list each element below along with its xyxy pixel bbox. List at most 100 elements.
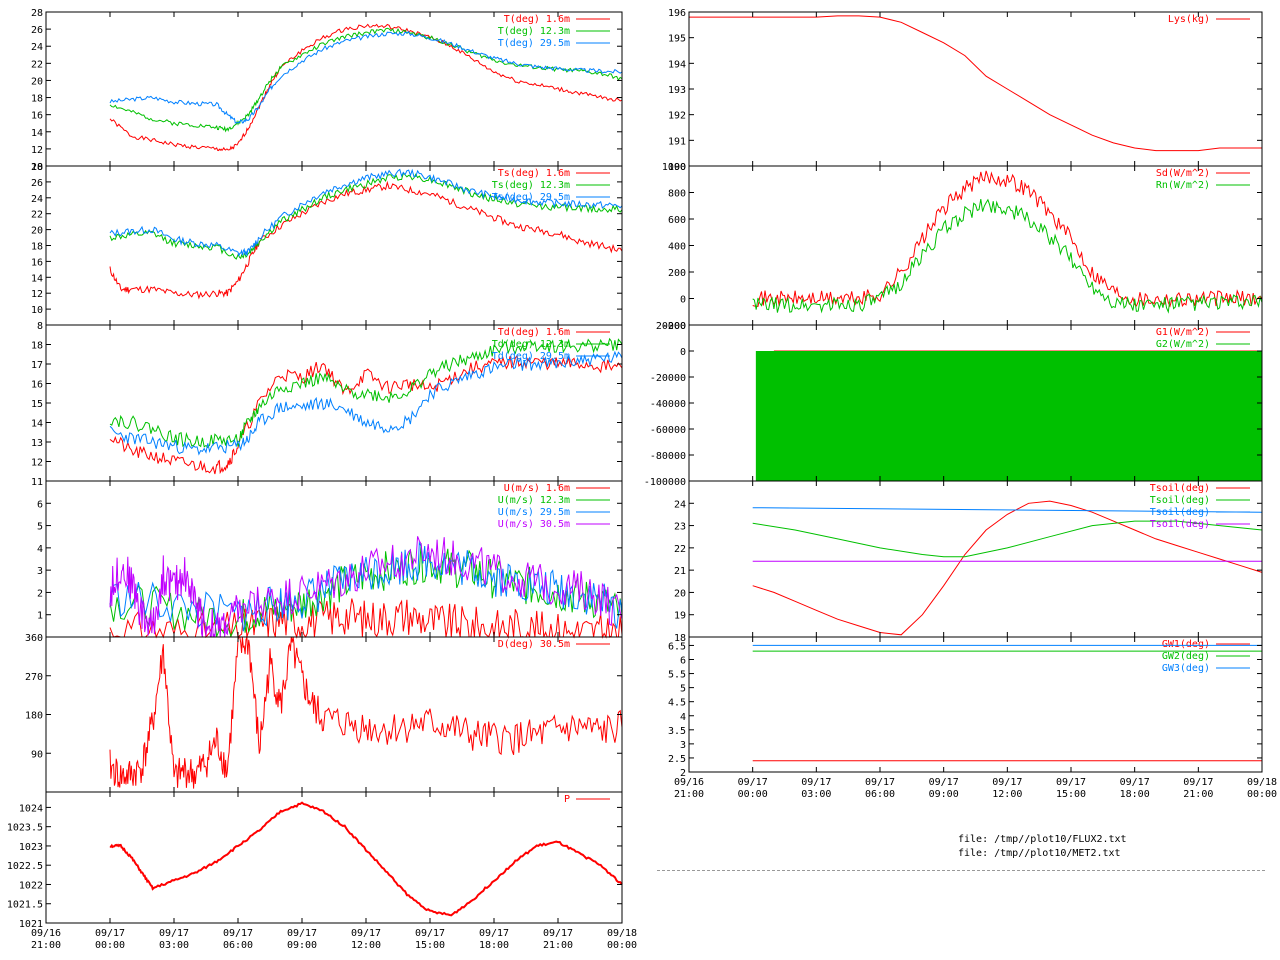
xlabel-time-P-5: 12:00 [351,940,381,951]
ylabel-T-8: 26 [31,25,43,36]
ylabel-U-1: 2 [37,588,43,599]
xlabel-date-P-9: 09/18 [607,928,637,939]
ylabel-Lys-4: 194 [668,59,686,70]
xlabel-time-P-2: 03:00 [159,940,189,951]
ylabel-Ts-1: 10 [31,305,43,316]
ylabel-Sd-2: 200 [668,268,686,279]
ylabel-Tsoil-0: 18 [674,633,686,644]
legend-P-0: P [564,794,570,805]
legend-GW-0: GW1(deg) [1162,639,1210,650]
ylabel-GW-5: 4.5 [668,698,686,709]
ylabel-GW-9: 6.5 [668,641,686,652]
xlabel-date-P-0: 09/16 [31,928,61,939]
xlabel-time-GW-3: 06:00 [865,789,895,800]
ylabel-Lys-0: 190 [668,162,686,173]
ylabel-Tsoil-4: 22 [674,544,686,555]
ylabel-T-3: 16 [31,111,43,122]
legend-U-2: U(m/s) 29.5m [498,507,570,518]
ylabel-T-4: 18 [31,94,43,105]
ylabel-GW-8: 6 [680,656,686,667]
xlabel-date-P-8: 09/17 [543,928,573,939]
ylabel-T-2: 14 [31,128,43,139]
xlabel-date-GW-4: 09/17 [929,777,959,788]
ylabel-U-5: 6 [37,499,43,510]
series-D-0 [109,636,623,789]
xlabel-time-GW-0: 21:00 [674,789,704,800]
ylabel-G-2: -60000 [650,425,686,436]
legend-Ts-1: Ts(deg) 12.3m [492,180,570,191]
ylabel-P-4: 1023 [19,842,43,853]
series-Td-2 [109,350,623,456]
legend-Tsoil-0: Tsoil(deg) [1150,483,1210,494]
legend-G-0: G1(W/m^2) [1156,327,1210,338]
ylabel-Ts-4: 16 [31,257,43,268]
xlabel-date-GW-7: 09/17 [1120,777,1150,788]
xlabel-date-P-6: 09/17 [415,928,445,939]
legend-U-1: U(m/s) 12.3m [498,495,570,506]
xlabel-time-GW-6: 15:00 [1056,789,1086,800]
ylabel-Lys-6: 196 [668,8,686,19]
series-P-0 [109,801,623,917]
panel-T: T(deg) 1.6mT(deg) 12.3mT(deg) 29.5m 10 12 1… [31,8,623,173]
ylabel-T-7: 24 [31,42,43,53]
ylabel-G-1: -80000 [650,451,686,462]
xlabel-time-P-4: 09:00 [287,940,317,951]
xlabel-time-GW-9: 00:00 [1247,789,1277,800]
ylabel-Sd-4: 600 [668,215,686,226]
ylabel-Td-3: 14 [31,419,43,430]
ylabel-Td-0: 11 [31,477,43,488]
frame-GW [688,636,1263,773]
legend-T-0: T(deg) 1.6m [504,14,570,25]
panel-P: P 1021 1021.5 1022 1022.5 1023 1023.5 1024 09/16… [7,791,637,951]
ylabel-G-4: -20000 [650,373,686,384]
ylabel-Lys-1: 191 [668,136,686,147]
ylabel-Lys-3: 193 [668,85,686,96]
ylabel-D-2: 270 [25,672,43,683]
ylabel-P-2: 1022 [19,880,43,891]
xlabel-time-P-6: 15:00 [415,940,445,951]
series-Tsoil-0 [752,500,1263,636]
ylabel-U-3: 4 [37,544,43,555]
ylabel-Td-6: 17 [31,360,43,371]
panel-Tsoil: Tsoil(deg)Tsoil(deg)Tsoil(deg)Tsoil(deg)… [674,480,1263,644]
frame-Lys [688,11,1263,167]
series-Lys-0 [689,15,1262,152]
ylabel-P-1: 1021.5 [7,900,43,911]
series-T-1 [109,27,623,133]
ylabel-Sd-1: 0 [680,295,686,306]
xlabel-time-P-3: 06:00 [223,940,253,951]
ylabel-Lys-5: 195 [668,34,686,45]
xlabel-date-GW-5: 09/17 [992,777,1022,788]
panel-GW: GW1(deg)GW2(deg)GW3(deg) 2 2.5 3 3.5 4 4.5 5 5.5… [668,636,1277,800]
legend-D-0: D(deg) 30.5m [498,639,570,650]
panel-Lys: Lys(kg) 190 191 192 193 194 195 196 [668,8,1263,173]
xlabel-time-GW-7: 18:00 [1120,789,1150,800]
legend-GW-1: GW2(deg) [1162,651,1210,662]
ylabel-T-5: 20 [31,76,43,87]
ylabel-Sd-6: 1000 [662,162,686,173]
ylabel-P-6: 1024 [19,803,43,814]
xlabel-date-P-7: 09/17 [479,928,509,939]
ylabel-Td-1: 12 [31,458,43,469]
xlabel-date-P-2: 09/17 [159,928,189,939]
ylabel-T-0: 10 [31,162,43,173]
ylabel-Ts-8: 24 [31,194,43,205]
xlabel-date-GW-3: 09/17 [865,777,895,788]
xlabel-time-P-8: 21:00 [543,940,573,951]
ylabel-Ts-7: 22 [31,210,43,221]
ylabel-Ts-10: 28 [31,162,43,173]
file-list: file: /tmp//plot10/FLUX2.txt file: /tmp/… [958,833,1127,861]
ylabel-T-6: 22 [31,59,43,70]
xlabel-date-GW-0: 09/16 [674,777,704,788]
xlabel-date-P-1: 09/17 [95,928,125,939]
ylabel-Ts-3: 14 [31,273,43,284]
legend-Ts-0: Ts(deg) 1.6m [498,168,570,179]
legend-GW-2: GW3(deg) [1162,663,1210,674]
ylabel-Sd-0: -200 [662,321,686,332]
legend-Tsoil-3: Tsoil(deg) [1150,519,1210,530]
legend-Lys-0: Lys(kg) [1168,14,1210,25]
ylabel-Td-4: 15 [31,399,43,410]
legend-U-3: U(m/s) 30.5m [498,519,570,530]
xlabel-date-P-3: 09/17 [223,928,253,939]
